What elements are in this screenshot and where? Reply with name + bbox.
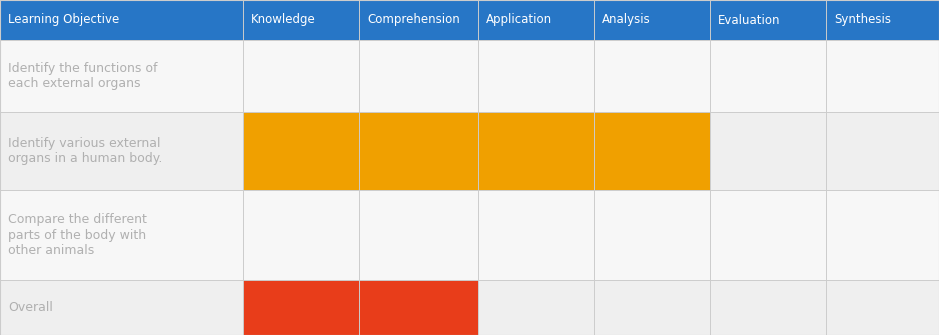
Bar	[0, 0, 243, 40]
Text: Identify the functions of
each external organs: Identify the functions of each external …	[8, 62, 158, 90]
Bar	[478, 0, 594, 40]
Bar	[0, 112, 939, 190]
Text: Knowledge: Knowledge	[251, 13, 316, 26]
Bar	[243, 0, 359, 40]
Bar	[0, 190, 939, 280]
Bar	[0, 40, 939, 112]
Text: Synthesis: Synthesis	[834, 13, 891, 26]
Text: Identify various external
organs in a human body.: Identify various external organs in a hu…	[8, 137, 162, 165]
Text: Comprehension: Comprehension	[367, 13, 460, 26]
Text: Application: Application	[486, 13, 552, 26]
Bar	[359, 0, 478, 40]
Bar	[710, 0, 826, 40]
Bar	[0, 280, 939, 335]
Bar	[826, 0, 939, 40]
Text: Evaluation: Evaluation	[718, 13, 780, 26]
Bar	[243, 280, 478, 335]
Bar	[594, 0, 710, 40]
Bar	[243, 112, 710, 190]
Text: Overall: Overall	[8, 301, 53, 314]
Text: Compare the different
parts of the body with
other animals: Compare the different parts of the body …	[8, 213, 146, 257]
Text: Analysis: Analysis	[602, 13, 651, 26]
Text: Learning Objective: Learning Objective	[8, 13, 119, 26]
